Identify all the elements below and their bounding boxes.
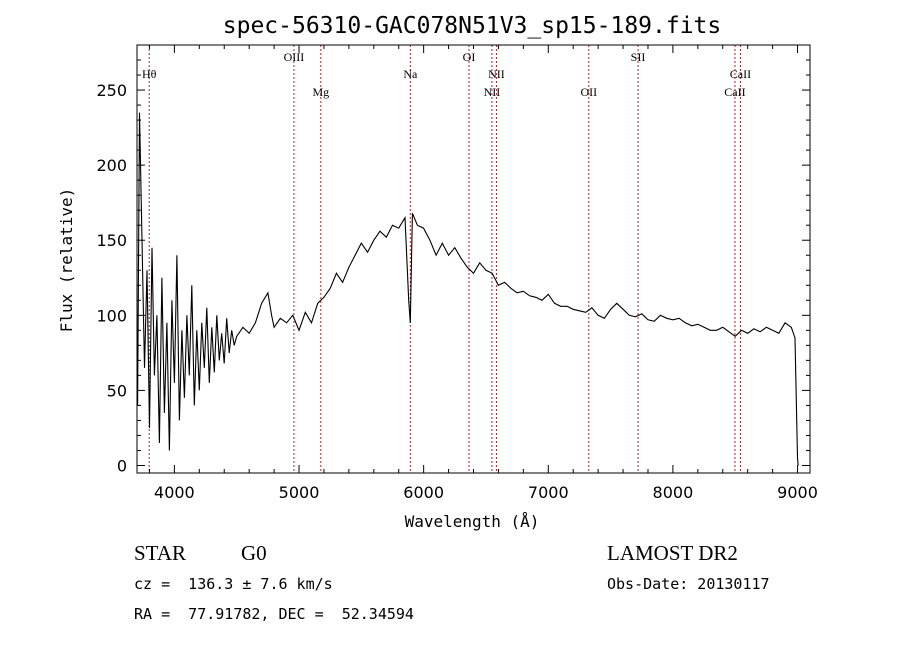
x-tick-label: 7000 — [528, 483, 569, 502]
y-tick-label: 250 — [96, 81, 127, 100]
line-marker-label: CaII — [724, 85, 745, 99]
plot-frame — [136, 44, 811, 474]
x-tick-label: 6000 — [403, 483, 444, 502]
object-class: STAR — [134, 541, 186, 565]
coordinates-text: RA = 77.91782, DEC = 52.34594 — [134, 605, 414, 623]
line-marker-label: SII — [631, 50, 646, 64]
observation-date: Obs-Date: 20130117 — [607, 575, 770, 593]
x-tick-label: 9000 — [777, 483, 818, 502]
y-axis-ticks: 0 50 100 150 200 250 — [96, 59, 810, 475]
y-tick-label: 200 — [96, 156, 127, 175]
line-marker-label: NII — [488, 67, 505, 81]
emission-line-markers: Hθ OIII Mg Na OI NII NII OII SII CaII CaII — [142, 45, 751, 473]
y-tick-label: 50 — [107, 381, 127, 400]
line-marker-label: Mg — [312, 85, 329, 99]
line-marker-label: OIII — [284, 50, 305, 64]
object-subclass: G0 — [241, 541, 267, 565]
survey-name: LAMOST DR2 — [607, 541, 738, 565]
redshift-text: cz = 136.3 ± 7.6 km/s — [134, 575, 333, 593]
line-marker-label: NII — [484, 85, 501, 99]
line-marker-label: OI — [463, 50, 476, 64]
line-marker-label: CaII — [730, 67, 751, 81]
chart-title: spec-56310-GAC078N51V3_sp15-189.fits — [223, 13, 722, 39]
x-axis-ticks: 4000 5000 6000 7000 8000 9000 — [148, 45, 818, 502]
line-marker-label: Na — [403, 67, 418, 81]
line-marker-label: OII — [580, 85, 597, 99]
x-tick-label: 4000 — [154, 483, 195, 502]
y-tick-label: 150 — [96, 231, 127, 250]
y-axis-label: Flux (relative) — [57, 188, 76, 333]
spectrum-series — [137, 112, 799, 466]
spectrum-line — [137, 112, 799, 466]
x-tick-label: 5000 — [279, 483, 320, 502]
y-tick-label: 0 — [117, 456, 127, 475]
line-marker-label: Hθ — [142, 67, 157, 81]
x-axis-label: Wavelength (Å) — [405, 512, 540, 531]
x-tick-label: 8000 — [653, 483, 694, 502]
y-tick-label: 100 — [96, 306, 127, 325]
